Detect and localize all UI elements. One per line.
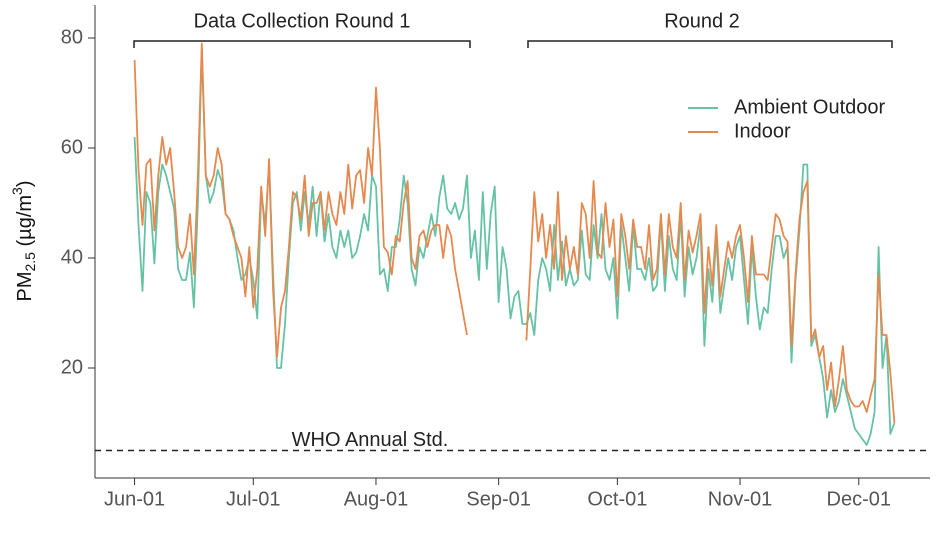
series-line (133, 42, 896, 424)
bracket (527, 40, 893, 48)
x-tick-label: Jun-01 (104, 488, 165, 510)
y-tick-label: 40 (61, 246, 83, 268)
x-tick-label: Dec-01 (827, 488, 891, 510)
y-axis-label: PM2.5 (µg/m3) (9, 180, 38, 301)
y-label-sub: 2.5 (22, 252, 38, 272)
annotation: Round 2 (664, 10, 740, 32)
reference-label: WHO Annual Std. (292, 429, 449, 451)
annotation: Data Collection Round 1 (194, 10, 411, 32)
x-tick-label: Nov-01 (708, 488, 772, 510)
y-label-part: ) (14, 180, 36, 187)
x-tick-label: Oct-01 (587, 488, 647, 510)
x-tick-label: Aug-01 (344, 488, 409, 510)
y-tick-label: 60 (61, 136, 83, 158)
y-tick-label: 80 (61, 26, 83, 48)
legend-label: Indoor (734, 120, 791, 142)
x-tick-label: Sep-01 (466, 488, 531, 510)
y-label-part: PM (14, 272, 36, 302)
y-tick-label: 20 (61, 356, 83, 378)
bracket (133, 40, 471, 48)
y-label-sup: 3 (9, 187, 25, 195)
legend-label: Ambient Outdoor (734, 96, 886, 118)
y-label-part: (µg/m (14, 195, 36, 252)
x-tick-label: Jul-01 (226, 488, 280, 510)
